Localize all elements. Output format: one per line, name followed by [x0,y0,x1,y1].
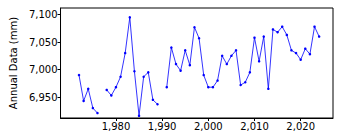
svg-text:2,020: 2,020 [286,121,315,132]
svg-text:Annual Data (mm): Annual Data (mm) [8,17,19,109]
svg-text:7,050: 7,050 [29,37,58,48]
svg-text:1,990: 1,990 [148,121,177,132]
svg-text:1,980: 1,980 [102,121,131,132]
svg-text:7,100: 7,100 [29,9,58,20]
svg-text:6,950: 6,950 [29,92,58,103]
svg-text:7,000: 7,000 [29,64,58,75]
svg-text:2,010: 2,010 [240,121,269,132]
svg-text:2,000: 2,000 [194,121,223,132]
